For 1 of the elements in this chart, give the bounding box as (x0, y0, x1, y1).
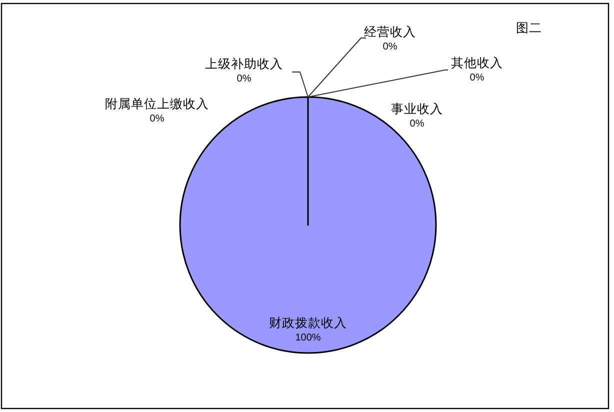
title: 图二 (516, 21, 542, 35)
